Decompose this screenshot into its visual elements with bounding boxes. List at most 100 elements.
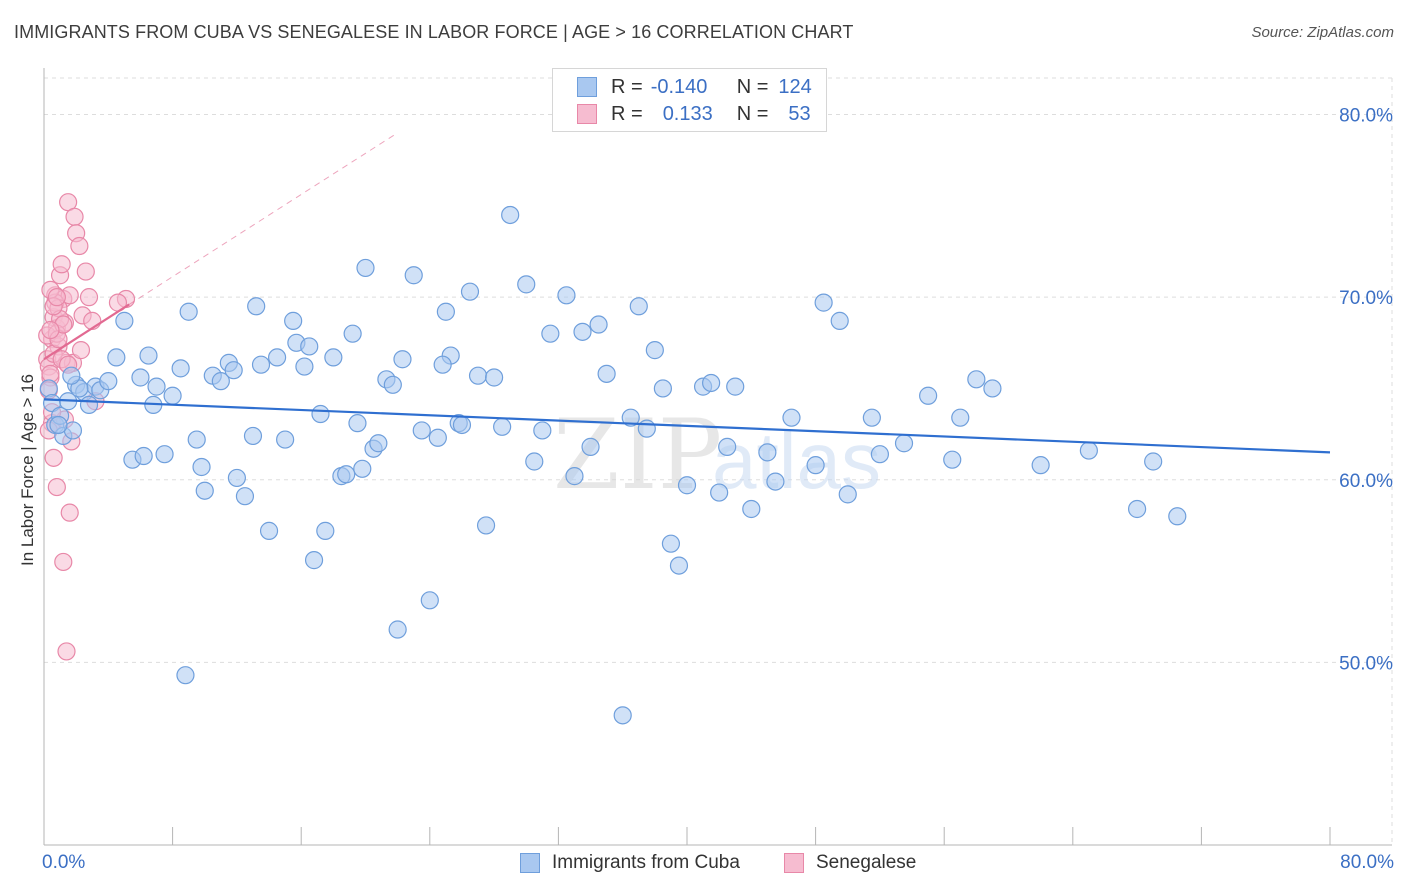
cuba-point — [247, 297, 266, 316]
senegalese-point — [79, 288, 99, 307]
cuba-point — [613, 706, 632, 725]
cuba-point — [758, 443, 777, 462]
cuba-point — [227, 468, 246, 488]
legend-swatch-cuba — [577, 77, 597, 97]
bottom-legend-label-senegalese: Senegalese — [816, 852, 917, 873]
cuba-point — [195, 481, 214, 500]
legend-n-label: N = — [736, 102, 769, 125]
senegalese-trend-extension — [128, 132, 398, 305]
cuba-point — [565, 467, 584, 486]
senegalese-point — [70, 236, 89, 256]
cuba-trend-line — [43, 398, 1331, 454]
cuba-point — [485, 368, 504, 387]
cuba-point — [224, 361, 243, 380]
cuba-point — [62, 366, 81, 385]
y-tick-labels: 50.0% 60.0% 70.0% 80.0% — [1339, 106, 1393, 675]
senegalese-points — [38, 193, 136, 661]
senegalese-point — [41, 320, 60, 340]
cuba-point — [259, 521, 279, 540]
y-tick-label: 70.0% — [1339, 288, 1393, 309]
cuba-point — [147, 377, 166, 396]
senegalese-point — [65, 207, 84, 226]
cuba-point — [356, 258, 375, 278]
cuba-point — [943, 450, 962, 469]
cuba-point — [742, 499, 761, 519]
legend-row-cuba: R = -0.140 N = 124 — [577, 74, 812, 100]
cuba-point — [766, 472, 785, 491]
cuba-point — [1144, 452, 1163, 471]
cuba-point — [1127, 499, 1147, 519]
senegalese-point — [60, 503, 79, 522]
senegalese-point — [47, 288, 66, 307]
cuba-point — [131, 368, 150, 387]
cuba-point — [393, 350, 412, 369]
source-label: Source: ZipAtlas.com — [1251, 24, 1394, 41]
senegalese-point — [52, 255, 71, 274]
cuba-point — [541, 324, 560, 343]
cuba-point — [139, 346, 158, 365]
cuba-point — [951, 408, 970, 427]
cuba-point — [1031, 456, 1050, 475]
cuba-point — [452, 415, 472, 435]
cuba-point — [677, 476, 697, 495]
cuba-point — [171, 359, 190, 378]
cuba-point — [1079, 441, 1098, 460]
cuba-point — [838, 485, 857, 504]
legend-row-senegalese: R = 0.133 N = 53 — [577, 101, 811, 127]
cuba-point — [163, 386, 182, 405]
bottom-legend-label-cuba: Immigrants from Cuba — [552, 852, 740, 873]
bottom-legend-senegalese[interactable]: Senegalese — [784, 852, 916, 874]
cuba-point — [388, 620, 407, 639]
cuba-point — [669, 556, 689, 575]
cuba-point — [573, 322, 592, 341]
cuba-point — [433, 355, 452, 374]
cuba-point — [343, 324, 362, 343]
cuba-point — [862, 408, 881, 427]
cuba-point — [211, 372, 230, 391]
cuba-point — [251, 355, 271, 374]
cuba-point — [284, 311, 303, 330]
cuba-point — [134, 446, 153, 466]
senegalese-trend-line — [43, 303, 130, 361]
cuba-point — [179, 302, 198, 321]
legend-r-value: -0.140 — [650, 75, 708, 98]
cuba-point — [806, 456, 825, 475]
cuba-point — [710, 483, 729, 502]
legend-r-label: R = — [611, 75, 643, 98]
cuba-point — [525, 452, 544, 471]
cuba-point — [718, 437, 737, 456]
cuba-point — [383, 375, 402, 394]
cuba-point — [621, 408, 640, 427]
cuba-point — [300, 337, 319, 356]
cuba-point — [468, 366, 488, 385]
cuba-point — [919, 386, 938, 405]
cuba-point — [493, 417, 512, 436]
bottom-legend-cuba[interactable]: Immigrants from Cuba — [520, 852, 740, 874]
cuba-point — [894, 434, 914, 453]
cuba-point — [324, 348, 343, 367]
cuba-point — [295, 357, 314, 376]
senegalese-point — [44, 448, 63, 467]
legend-swatch-senegalese — [577, 104, 597, 124]
bottom-legend-swatch-cuba — [520, 853, 540, 873]
legend-n-value: 124 — [778, 75, 812, 98]
cuba-point — [267, 348, 287, 367]
cuba-point — [192, 457, 211, 477]
cuba-point — [79, 395, 99, 414]
senegalese-point — [83, 311, 102, 330]
legend-r-value: 0.133 — [662, 102, 713, 125]
cuba-point — [348, 414, 367, 433]
bottom-legend-swatch-senegalese — [784, 853, 804, 873]
cuba-point — [629, 297, 648, 316]
legend-r-label: R = — [611, 102, 643, 125]
y-axis-label: In Labor Force | Age > 16 — [18, 373, 37, 566]
cuba-point — [830, 311, 849, 330]
y-tick-label: 80.0% — [1339, 106, 1393, 127]
cuba-point — [814, 293, 833, 312]
stats-legend: R = -0.140 N = 124 R = 0.133 N = 53 — [552, 68, 827, 132]
cuba-point — [870, 445, 890, 464]
cuba-point — [557, 286, 576, 305]
cuba-point — [311, 404, 330, 424]
y-axis-label-wrap: In Labor Force | Age > 16 — [18, 374, 38, 786]
